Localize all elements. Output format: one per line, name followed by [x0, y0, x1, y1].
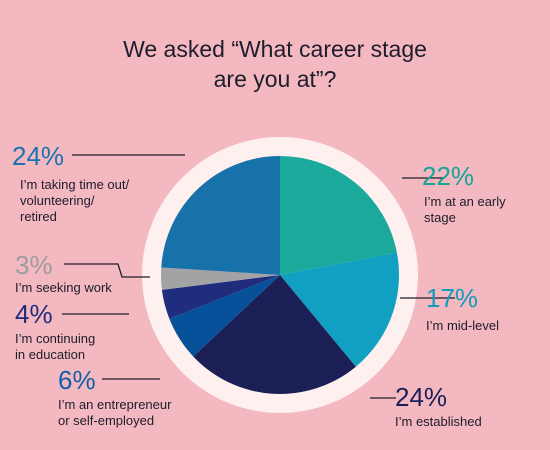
pie-slice-5	[160, 267, 280, 290]
slice-category-label-6: I’m taking time out/volunteering/retired	[20, 177, 129, 224]
pie-slice-3	[169, 275, 280, 357]
leader-line-5	[64, 263, 150, 278]
slice-category-label-3: I’m an entrepreneur or self-employed	[58, 397, 172, 428]
slice-percent-label-4: 4%	[15, 299, 53, 329]
pie-slices	[160, 155, 399, 394]
chart-title: We asked “What career stage are you at”?	[123, 36, 427, 92]
slice-percent-label-0: 22%	[422, 161, 474, 191]
pie-slice-4	[161, 275, 280, 319]
slice-category-label-2: I’m established	[395, 414, 482, 429]
slice-percent-label-1: 17%	[426, 283, 478, 313]
slice-percent-label-2: 24%	[395, 382, 447, 412]
slice-category-label-0: I’m at an early stage	[424, 194, 506, 225]
pie-slice-6	[161, 155, 280, 275]
slice-percent-label-5: 3%	[15, 250, 53, 280]
pie-slice-2	[193, 275, 356, 394]
slice-annotations: 22%I’m at an early stage 17% I’m mid-level 2…	[12, 141, 506, 429]
slice-category-label-1: I’m mid-level	[426, 318, 499, 333]
slice-category-label-4: I’m continuing in education	[15, 331, 95, 362]
pie-slice-0	[280, 156, 397, 275]
slice-percent-label-3: 6%	[58, 365, 96, 395]
slice-percent-label-6: 24%	[12, 141, 64, 171]
slice-category-label-5: I’m seeking work	[15, 280, 112, 295]
pie-slice-1	[280, 252, 399, 367]
